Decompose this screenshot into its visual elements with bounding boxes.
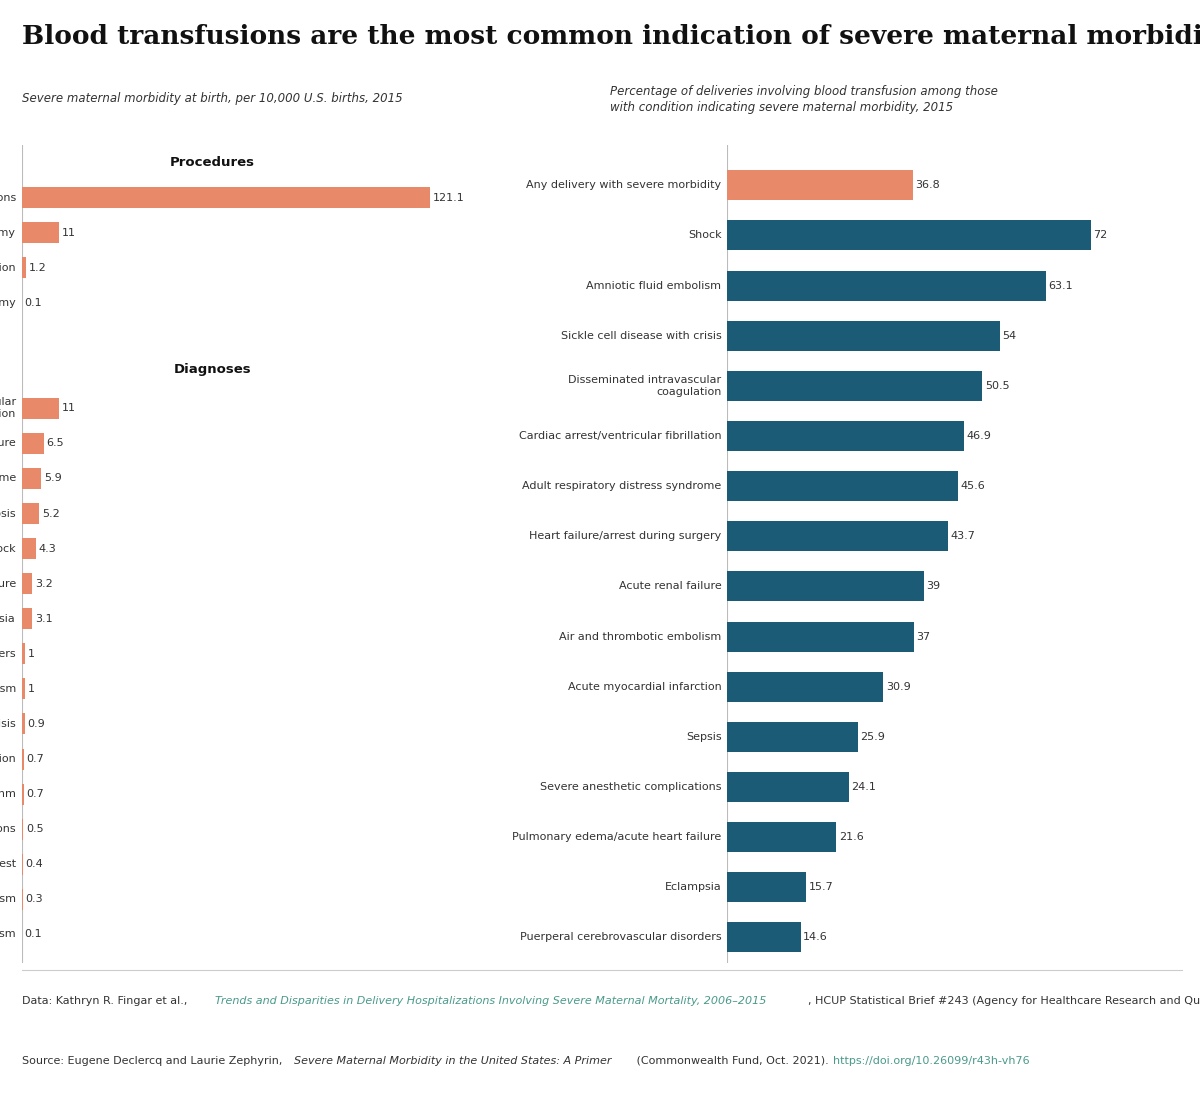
Bar: [22, 398, 59, 419]
Bar: [727, 772, 848, 802]
Text: 0.1: 0.1: [25, 298, 42, 308]
Text: 25.9: 25.9: [860, 732, 886, 741]
Bar: [22, 783, 24, 805]
Bar: [22, 608, 32, 629]
Text: 0.7: 0.7: [26, 789, 44, 799]
Bar: [727, 571, 924, 602]
Bar: [727, 521, 948, 551]
Bar: [22, 679, 25, 700]
Text: 0.9: 0.9: [28, 719, 46, 729]
Text: Diagnoses: Diagnoses: [174, 363, 252, 376]
Bar: [727, 672, 883, 702]
Text: Blood transfusions are the most common indication of severe maternal morbidity.: Blood transfusions are the most common i…: [22, 24, 1200, 50]
Bar: [22, 187, 430, 208]
Text: 37: 37: [917, 631, 931, 641]
Bar: [727, 471, 958, 502]
Bar: [22, 468, 42, 490]
Text: 0.5: 0.5: [26, 824, 43, 834]
Bar: [22, 818, 23, 839]
Text: 72: 72: [1093, 231, 1108, 241]
Text: Severe Maternal Morbidity in the United States: A Primer: Severe Maternal Morbidity in the United …: [294, 1056, 612, 1066]
Bar: [727, 220, 1091, 251]
Text: 0.1: 0.1: [25, 930, 42, 939]
Text: Percentage of deliveries involving blood transfusion among those
with condition : Percentage of deliveries involving blood…: [610, 85, 997, 113]
Bar: [727, 923, 800, 953]
Text: Trends and Disparities in Delivery Hospitalizations Involving Severe Maternal Mo: Trends and Disparities in Delivery Hospi…: [215, 997, 767, 1006]
Text: , HCUP Statistical Brief #243 (Agency for Healthcare Research and Quality, Sept.: , HCUP Statistical Brief #243 (Agency fo…: [809, 997, 1200, 1006]
Text: 11: 11: [61, 404, 76, 414]
Bar: [22, 714, 25, 735]
Text: 36.8: 36.8: [916, 180, 941, 190]
Text: 14.6: 14.6: [803, 933, 828, 943]
Text: 4.3: 4.3: [38, 543, 56, 553]
Text: 0.7: 0.7: [26, 755, 44, 764]
Bar: [727, 371, 983, 400]
Bar: [22, 573, 32, 594]
Bar: [727, 872, 806, 902]
Text: 39: 39: [926, 582, 941, 592]
Bar: [727, 822, 836, 853]
Bar: [727, 421, 964, 451]
Text: 63.1: 63.1: [1049, 280, 1073, 290]
Text: 15.7: 15.7: [809, 882, 834, 892]
Text: 54: 54: [1002, 331, 1016, 341]
Text: 21.6: 21.6: [839, 832, 864, 843]
Text: 1.2: 1.2: [29, 263, 46, 273]
Text: 121.1: 121.1: [432, 192, 464, 202]
Text: 0.4: 0.4: [25, 859, 43, 869]
Text: Procedures: Procedures: [170, 156, 256, 169]
Bar: [22, 503, 40, 524]
Text: 46.9: 46.9: [967, 431, 991, 441]
Bar: [22, 257, 25, 278]
Text: Severe maternal morbidity at birth, per 10,000 U.S. births, 2015: Severe maternal morbidity at birth, per …: [22, 92, 402, 106]
Text: 1: 1: [28, 684, 35, 694]
Bar: [727, 271, 1046, 300]
Bar: [727, 722, 858, 752]
Bar: [22, 644, 25, 664]
Text: 50.5: 50.5: [985, 381, 1009, 390]
Bar: [22, 432, 43, 454]
Text: 3.2: 3.2: [35, 579, 53, 588]
Bar: [727, 621, 914, 651]
Text: 6.5: 6.5: [47, 439, 64, 449]
Text: 30.9: 30.9: [886, 682, 911, 692]
Bar: [22, 748, 24, 770]
Text: 3.1: 3.1: [35, 614, 53, 624]
Text: 0.3: 0.3: [25, 894, 43, 904]
Text: 43.7: 43.7: [950, 531, 976, 541]
Bar: [727, 170, 913, 200]
Text: 11: 11: [61, 228, 76, 238]
Text: https://doi.org/10.26099/r43h-vh76: https://doi.org/10.26099/r43h-vh76: [833, 1056, 1030, 1066]
Bar: [22, 222, 59, 243]
Text: 45.6: 45.6: [960, 481, 985, 492]
Text: (Commonwealth Fund, Oct. 2021).: (Commonwealth Fund, Oct. 2021).: [632, 1056, 832, 1066]
Text: 24.1: 24.1: [851, 782, 876, 792]
Bar: [22, 538, 36, 559]
Text: 5.2: 5.2: [42, 508, 60, 518]
Text: Data: Kathryn R. Fingar et al.,: Data: Kathryn R. Fingar et al.,: [22, 997, 191, 1006]
Bar: [22, 854, 23, 874]
Text: Source: Eugene Declercq and Laurie Zephyrin,: Source: Eugene Declercq and Laurie Zephy…: [22, 1056, 286, 1066]
Text: 1: 1: [28, 649, 35, 659]
Text: 5.9: 5.9: [44, 473, 62, 483]
Bar: [727, 321, 1000, 351]
